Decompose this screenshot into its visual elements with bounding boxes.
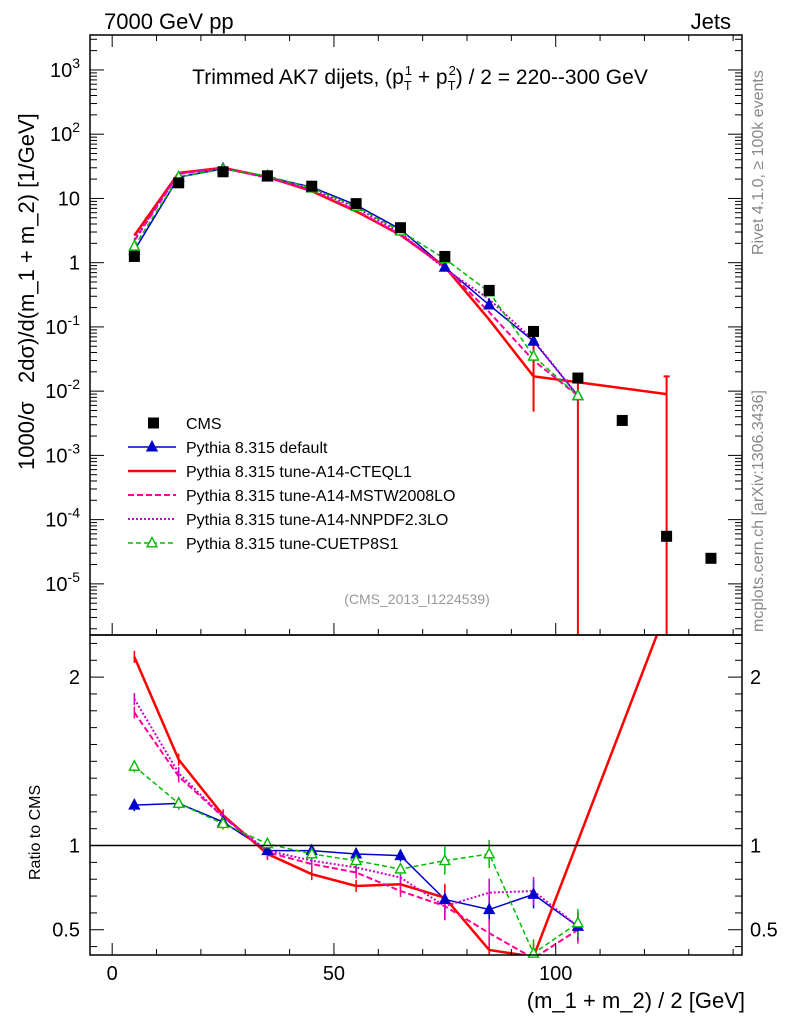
line-main-cteql1 bbox=[133, 166, 667, 396]
cms-data-point bbox=[705, 552, 717, 564]
marker-ratio-default bbox=[438, 892, 451, 904]
ratio-tick-label-left: 1 bbox=[69, 836, 80, 858]
title-prefix: Trimmed AK7 dijets, (p bbox=[192, 66, 404, 89]
x-tick-label: 0 bbox=[107, 963, 118, 985]
marker-ratio-cuetp8s1 bbox=[216, 816, 230, 829]
series-markers bbox=[128, 161, 717, 958]
cms-data-point bbox=[528, 325, 540, 337]
marker-ratio-default bbox=[261, 843, 274, 856]
marker-ratio-cuetp8s1 bbox=[261, 836, 274, 849]
line-ratio-mstw bbox=[133, 711, 579, 955]
marker-ratio-cuetp8s1 bbox=[483, 846, 496, 859]
ratio-plot-frame bbox=[89, 634, 743, 956]
cms-data-point bbox=[661, 530, 673, 542]
title-mid: + p bbox=[412, 66, 448, 89]
x-axis-title: (m_1 + m_2) / 2 [GeV] bbox=[527, 988, 745, 1013]
ratio-axis-title: Ratio to CMS bbox=[27, 785, 44, 880]
line-ratio-cteql1 bbox=[133, 635, 659, 955]
mcplots-text: mcplots.cern.ch [arXiv:1306.3436] bbox=[750, 390, 767, 632]
marker-ratio-default bbox=[394, 848, 407, 861]
legend-label-mstw: Pythia 8.315 tune-A14-MSTW2008LO bbox=[186, 488, 455, 505]
legend-label-cms: CMS bbox=[186, 416, 222, 433]
y-tick-label: 102 bbox=[50, 119, 80, 146]
header-right: Jets bbox=[691, 9, 731, 34]
line-ratio-cuetp8s1 bbox=[133, 765, 579, 955]
marker-main-cuetp8s1 bbox=[128, 239, 141, 251]
cms-data-point bbox=[572, 372, 584, 384]
marker-main-default bbox=[527, 334, 540, 346]
title-sub1: T bbox=[404, 78, 412, 93]
cms-data-point bbox=[306, 180, 318, 192]
x-tick-label: 50 bbox=[323, 963, 345, 985]
legend-label-default: Pythia 8.315 default bbox=[186, 440, 328, 457]
ratio-tick-label-left: 0.5 bbox=[52, 920, 80, 942]
title-sup1: 1 bbox=[405, 63, 412, 78]
title-sup2: 2 bbox=[449, 63, 456, 78]
ratio-tick-label-right: 2 bbox=[750, 667, 761, 689]
legend: CMS Pythia 8.315 default Pythia 8.315 tune… bbox=[128, 416, 455, 553]
title-suffix: ) / 2 = 220--300 GeV bbox=[456, 66, 648, 89]
legend-marker-default bbox=[145, 440, 159, 452]
legend-label-cteql1: Pythia 8.315 tune-A14-CTEQL1 bbox=[186, 464, 412, 481]
y-axis-title: 1000/σ 2dσ)/d(m_1 + m_2) [1/GeV] bbox=[14, 113, 39, 470]
cms-data-point bbox=[616, 414, 628, 426]
y-tick-label: 103 bbox=[50, 55, 80, 82]
cms-data-point bbox=[439, 250, 451, 262]
marker-ratio-cuetp8s1 bbox=[128, 759, 141, 771]
cms-data-point bbox=[261, 170, 273, 182]
ratio-tick-label-left: 2 bbox=[69, 667, 80, 689]
y-tick-label: 10-1 bbox=[45, 312, 80, 339]
rivet-version-text: Rivet 4.1.0, ≥ 100k events bbox=[750, 70, 767, 255]
marker-main-default bbox=[438, 260, 451, 272]
axes: 0 50 100 10-5 10-4 10-3 10-2 10-1 1 10 102 103 0.5 0.… bbox=[45, 35, 778, 985]
marker-main-default bbox=[483, 297, 496, 310]
cms-data-point bbox=[217, 166, 229, 178]
marker-ratio-default bbox=[483, 902, 496, 915]
y-tick-label: 10-5 bbox=[45, 569, 80, 596]
legend-label-nnpdf: Pythia 8.315 tune-A14-NNPDF2.3LO bbox=[186, 512, 448, 529]
series-lines bbox=[133, 166, 670, 955]
marker-ratio-cuetp8s1 bbox=[350, 853, 363, 866]
marker-ratio-cuetp8s1 bbox=[172, 796, 185, 808]
marker-ratio-cuetp8s1 bbox=[571, 916, 585, 928]
cms-data-point bbox=[350, 198, 362, 210]
cms-data-point bbox=[483, 284, 495, 296]
ratio-tick-label-right: 1 bbox=[750, 836, 761, 858]
cms-data-point bbox=[173, 177, 185, 189]
legend-marker-cuetp8s1 bbox=[145, 536, 159, 548]
marker-ratio-default bbox=[128, 798, 141, 810]
analysis-id: (CMS_2013_I1224539) bbox=[344, 591, 490, 607]
legend-swatch-cms bbox=[148, 417, 159, 429]
y-tick-label: 1 bbox=[69, 253, 80, 275]
marker-ratio-default bbox=[527, 887, 540, 899]
cms-data-point bbox=[128, 250, 140, 262]
marker-main-cuetp8s1 bbox=[527, 349, 540, 361]
cms-data-point bbox=[394, 222, 406, 234]
marker-ratio-cuetp8s1 bbox=[305, 846, 318, 859]
marker-ratio-cuetp8s1 bbox=[438, 853, 451, 866]
y-tick-label: 10-2 bbox=[45, 376, 80, 403]
y-tick-label: 10-3 bbox=[45, 440, 80, 467]
ratio-tick-label-right: 0.5 bbox=[750, 920, 778, 942]
legend-label-cuetp8s1: Pythia 8.315 tune-CUETP8S1 bbox=[186, 536, 399, 553]
marker-ratio-cuetp8s1 bbox=[394, 862, 407, 874]
y-tick-label: 10-4 bbox=[45, 505, 80, 532]
title-sub2: T bbox=[448, 78, 456, 93]
marker-main-cuetp8s1 bbox=[571, 388, 585, 401]
y-tick-label: 10 bbox=[58, 188, 80, 210]
x-tick-label: 100 bbox=[539, 963, 572, 985]
chart-title: Trimmed AK7 dijets, (pT1 + pT2) / 2 = 22… bbox=[192, 63, 648, 93]
header-left: 7000 GeV pp bbox=[104, 9, 234, 34]
